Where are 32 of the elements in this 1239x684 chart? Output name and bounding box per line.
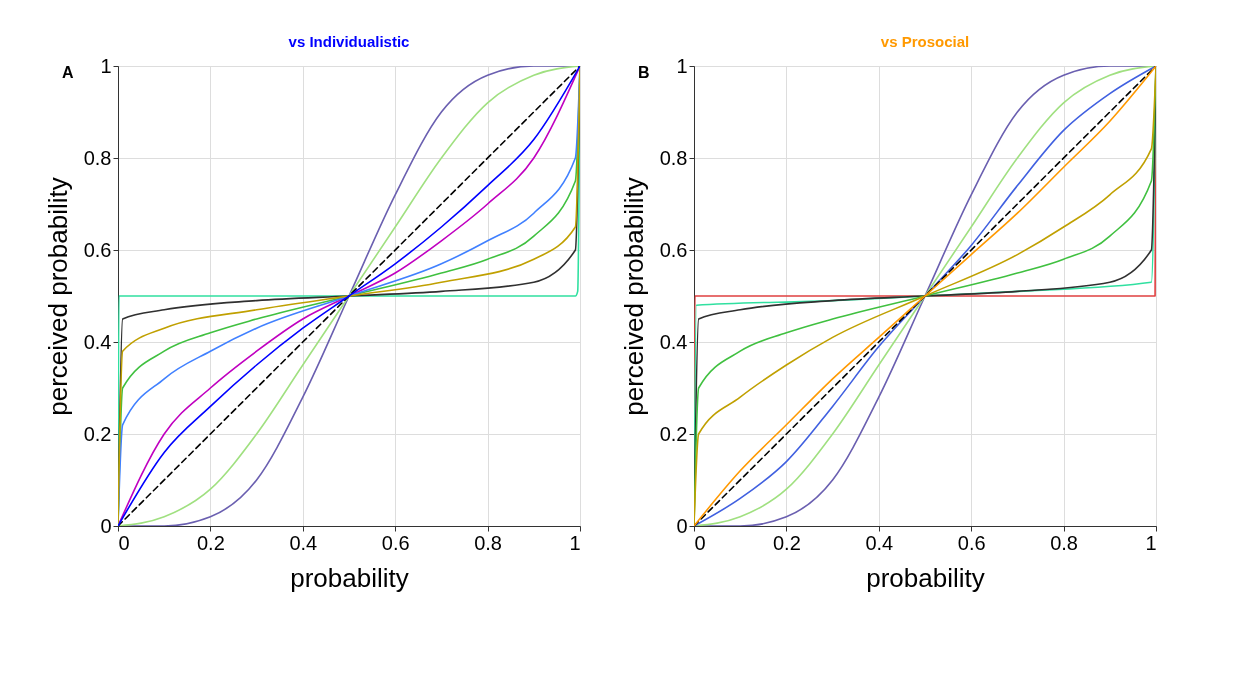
x-tick-label: 1 [1145,531,1157,554]
x-tick-label: 0.6 [957,531,986,554]
y-axis-title: perceived probability [42,177,73,416]
x-tick-label: 0.8 [474,531,503,554]
x-tick-label: 1 [569,531,581,554]
x-tick-label: 0.4 [289,531,318,554]
y-tick-label: 0.2 [659,422,688,445]
y-tick-label: 0 [100,514,112,537]
chart-title: vs Prosocial [880,33,970,50]
x-tick-label: 0.2 [772,531,801,554]
y-tick-label: 0.8 [83,146,112,169]
y-axis-title: perceived probability [618,177,649,416]
x-tick-label: 0.8 [1050,531,1079,554]
y-tick-label: 0.6 [83,238,112,261]
chart-title: vs Individualistic [288,33,410,50]
x-axis-title: probability [866,562,985,593]
y-tick-label: 0 [676,514,688,537]
text: A [62,64,74,82]
y-tick-label: 0.6 [659,238,688,261]
y-tick-label: 0.4 [83,330,112,353]
x-tick-label: 0 [694,531,706,554]
y-tick-label: 0.8 [659,146,688,169]
x-tick-label: 0.6 [381,531,410,554]
text: B [638,64,650,82]
y-tick-label: 1 [676,54,688,77]
y-tick-label: 1 [100,54,112,77]
y-tick-label: 0.2 [83,422,112,445]
x-tick-label: 0.2 [196,531,225,554]
y-tick-label: 0.4 [659,330,688,353]
x-tick-label: 0.4 [865,531,894,554]
x-axis-title: probability [290,562,409,593]
x-tick-label: 0 [118,531,130,554]
